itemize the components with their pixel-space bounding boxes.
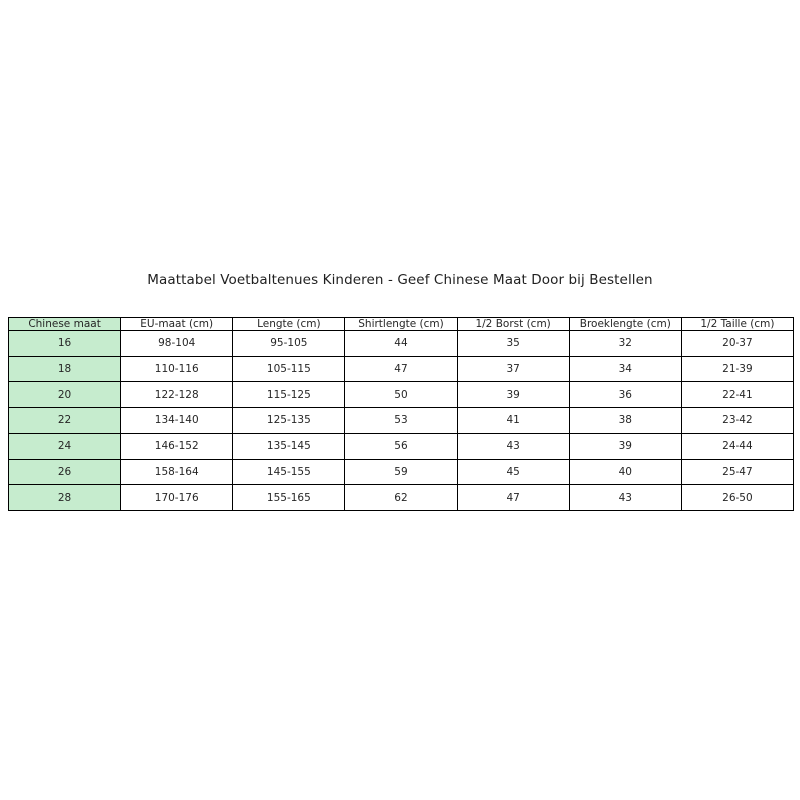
page-title: Maattabel Voetbaltenues Kinderen - Geef … <box>147 272 653 288</box>
cell-value: 115-125 <box>232 381 346 409</box>
cell-value: 23-42 <box>680 407 795 434</box>
cell-chinese-maat: 28 <box>7 484 122 511</box>
header-cell: 1/2 Borst (cm) <box>456 317 570 331</box>
table-row: 20 122-128 115-125 50 39 36 22-41 <box>7 381 795 409</box>
cell-value: 44 <box>344 330 458 357</box>
table-row: 16 98-104 95-105 44 35 32 20-37 <box>7 330 795 357</box>
cell-value: 35 <box>456 330 570 357</box>
cell-value: 170-176 <box>120 484 234 511</box>
cell-value: 134-140 <box>120 407 234 434</box>
table-row: 18 110-116 105-115 47 37 34 21-39 <box>7 355 795 383</box>
cell-value: 26-50 <box>680 484 795 511</box>
cell-chinese-maat: 16 <box>7 330 122 357</box>
cell-value: 95-105 <box>232 330 346 357</box>
cell-chinese-maat: 18 <box>7 355 122 383</box>
cell-value: 62 <box>344 484 458 511</box>
cell-value: 47 <box>456 484 570 511</box>
table-row: 22 134-140 125-135 53 41 38 23-42 <box>7 407 795 434</box>
cell-value: 41 <box>456 407 570 434</box>
cell-value: 39 <box>456 381 570 409</box>
cell-value: 145-155 <box>232 458 346 486</box>
header-cell: Shirtlengte (cm) <box>344 317 458 331</box>
cell-value: 56 <box>344 432 458 460</box>
cell-value: 59 <box>344 458 458 486</box>
cell-value: 22-41 <box>680 381 795 409</box>
table-row: 26 158-164 145-155 59 45 40 25-47 <box>7 458 795 486</box>
header-cell: Broeklengte (cm) <box>568 317 682 331</box>
cell-value: 122-128 <box>120 381 234 409</box>
cell-value: 20-37 <box>680 330 795 357</box>
cell-value: 105-115 <box>232 355 346 383</box>
cell-value: 47 <box>344 355 458 383</box>
cell-chinese-maat: 22 <box>7 407 122 434</box>
cell-value: 146-152 <box>120 432 234 460</box>
header-cell: Lengte (cm) <box>232 317 346 331</box>
cell-value: 25-47 <box>680 458 795 486</box>
header-cell: 1/2 Taille (cm) <box>680 317 795 331</box>
cell-value: 125-135 <box>232 407 346 434</box>
cell-value: 38 <box>568 407 682 434</box>
cell-value: 45 <box>456 458 570 486</box>
cell-chinese-maat: 26 <box>7 458 122 486</box>
cell-value: 155-165 <box>232 484 346 511</box>
cell-value: 135-145 <box>232 432 346 460</box>
size-chart-table: Chinese maat EU-maat (cm) Lengte (cm) Shirt… <box>7 317 795 511</box>
cell-chinese-maat: 20 <box>7 381 122 409</box>
cell-value: 21-39 <box>680 355 795 383</box>
header-cell: EU-maat (cm) <box>120 317 234 331</box>
header-cell-chinese-maat: Chinese maat <box>7 317 122 331</box>
cell-value: 53 <box>344 407 458 434</box>
cell-value: 24-44 <box>680 432 795 460</box>
table-body: 16 98-104 95-105 44 35 32 20-37 18 110-116 105-11… <box>7 330 795 511</box>
cell-value: 39 <box>568 432 682 460</box>
table-row: 24 146-152 135-145 56 43 39 24-44 <box>7 432 795 460</box>
cell-value: 36 <box>568 381 682 409</box>
cell-value: 43 <box>456 432 570 460</box>
cell-chinese-maat: 24 <box>7 432 122 460</box>
cell-value: 34 <box>568 355 682 383</box>
cell-value: 110-116 <box>120 355 234 383</box>
cell-value: 50 <box>344 381 458 409</box>
table-row: 28 170-176 155-165 62 47 43 26-50 <box>7 484 795 511</box>
cell-value: 32 <box>568 330 682 357</box>
cell-value: 43 <box>568 484 682 511</box>
header-row: Chinese maat EU-maat (cm) Lengte (cm) Shirt… <box>7 317 795 331</box>
cell-value: 40 <box>568 458 682 486</box>
cell-value: 98-104 <box>120 330 234 357</box>
cell-value: 158-164 <box>120 458 234 486</box>
cell-value: 37 <box>456 355 570 383</box>
